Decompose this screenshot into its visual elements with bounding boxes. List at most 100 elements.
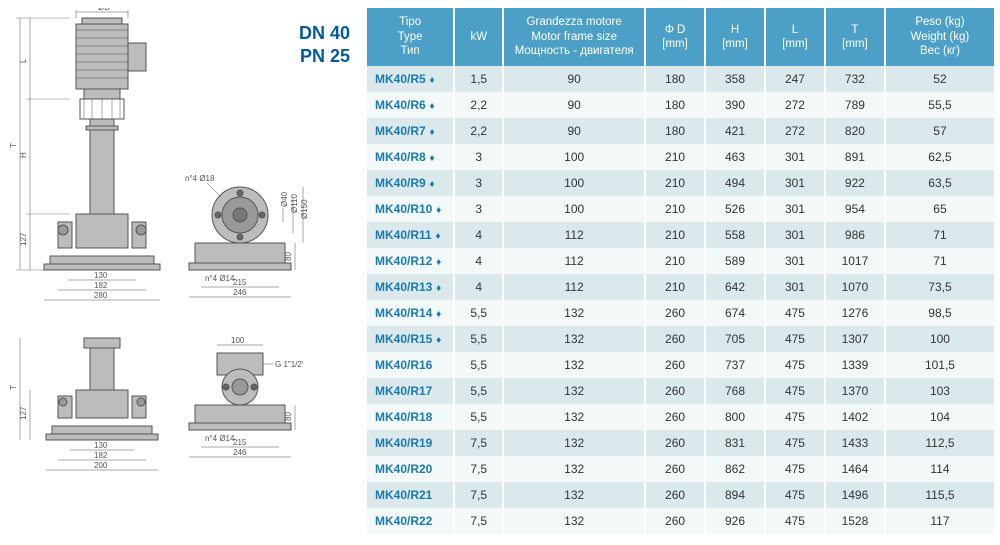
svg-text:215: 215 [233,438,247,447]
cell-h: 862 [705,456,765,482]
diamond-icon: ♦ [427,127,435,138]
table-row: MK40/R15 ♦5,51322607054751307100 [367,326,994,352]
svg-text:182: 182 [94,451,108,460]
cell-kw: 3 [454,144,503,170]
cell-h: 674 [705,300,765,326]
col-header-h: H[mm] [705,8,765,66]
svg-text:n°4 Ø14: n°4 Ø14 [205,274,235,283]
cell-d: 260 [645,430,705,456]
table-row: MK40/R185,51322608004751402104 [367,404,994,430]
cell-kw: 5,5 [454,404,503,430]
cell-type: MK40/R18 [367,404,454,430]
cell-type: MK40/R8 ♦ [367,144,454,170]
cell-t: 986 [825,222,885,248]
cell-kw: 2,2 [454,92,503,118]
cell-t: 1528 [825,508,885,534]
cell-type: MK40/R12 ♦ [367,248,454,274]
col-header-motor: Grandezza motoreMotor frame sizeМощность… [503,8,645,66]
diamond-icon: ♦ [433,257,441,268]
cell-h: 589 [705,248,765,274]
cell-motor: 132 [503,404,645,430]
col-header-d: Φ D[mm] [645,8,705,66]
cell-kw: 1,5 [454,66,503,92]
col-header-kw: kW [454,8,503,66]
svg-text:246: 246 [233,448,247,457]
cell-h: 831 [705,430,765,456]
diamond-icon: ♦ [433,335,441,346]
cell-type: MK40/R22 [367,508,454,534]
cell-type: MK40/R21 [367,482,454,508]
cell-h: 558 [705,222,765,248]
cell-h: 463 [705,144,765,170]
svg-text:130: 130 [94,441,108,450]
col-header-w: Peso (kg)Weight (kg)Вес (кг) [885,8,994,66]
cell-d: 210 [645,274,705,300]
cell-d: 210 [645,144,705,170]
cell-w: 98,5 [885,300,994,326]
cell-w: 103 [885,378,994,404]
cell-d: 210 [645,248,705,274]
cell-h: 358 [705,66,765,92]
cell-t: 1339 [825,352,885,378]
cell-w: 55,5 [885,92,994,118]
cell-motor: 112 [503,222,645,248]
cell-t: 1070 [825,274,885,300]
cell-type: MK40/R16 [367,352,454,378]
cell-t: 1464 [825,456,885,482]
svg-text:Ø40: Ø40 [280,191,289,207]
svg-text:Ø110: Ø110 [290,193,299,213]
svg-text:280: 280 [94,291,108,300]
svg-text:H: H [19,152,28,158]
cell-t: 789 [825,92,885,118]
diamond-icon: ♦ [433,231,441,242]
svg-text:G 1"1/2': G 1"1/2' [275,360,304,369]
svg-text:T: T [10,385,18,390]
cell-type: MK40/R19 [367,430,454,456]
cell-t: 954 [825,196,885,222]
svg-text:246: 246 [233,288,247,297]
svg-text:L: L [19,58,28,63]
cell-l: 475 [765,482,825,508]
cell-w: 100 [885,326,994,352]
cell-t: 1496 [825,482,885,508]
cell-motor: 132 [503,456,645,482]
table-row: MK40/R5 ♦1,59018035824773252 [367,66,994,92]
right-panel: TipoTypeТипkWGrandezza motoreMotor frame… [365,0,1000,545]
cell-l: 301 [765,222,825,248]
cell-type: MK40/R7 ♦ [367,118,454,144]
table-row: MK40/R207,51322608624751464114 [367,456,994,482]
cell-d: 180 [645,92,705,118]
table-row: MK40/R217,51322608944751496115,5 [367,482,994,508]
cell-h: 768 [705,378,765,404]
table-row: MK40/R6 ♦2,29018039027278955,5 [367,92,994,118]
diamond-icon: ♦ [427,153,435,164]
table-row: MK40/R165,51322607374751339101,5 [367,352,994,378]
cell-h: 421 [705,118,765,144]
cell-motor: 132 [503,482,645,508]
svg-text:80: 80 [284,412,293,421]
col-header-t: T[mm] [825,8,885,66]
cell-w: 71 [885,248,994,274]
cell-kw: 4 [454,248,503,274]
svg-text:182: 182 [94,281,108,290]
svg-text:n°4 Ø18: n°4 Ø18 [185,174,215,183]
cell-motor: 90 [503,118,645,144]
cell-type: MK40/R5 ♦ [367,66,454,92]
cell-l: 475 [765,508,825,534]
table-row: MK40/R10 ♦310021052630195465 [367,196,994,222]
table-row: MK40/R11 ♦411221055830198671 [367,222,994,248]
cell-w: 65 [885,196,994,222]
cell-motor: 132 [503,378,645,404]
cell-motor: 132 [503,352,645,378]
cell-d: 210 [645,196,705,222]
cell-t: 1017 [825,248,885,274]
cell-l: 272 [765,92,825,118]
cell-l: 475 [765,404,825,430]
cell-w: 115,5 [885,482,994,508]
diamond-icon: ♦ [427,75,435,86]
cell-l: 247 [765,66,825,92]
cell-l: 475 [765,456,825,482]
table-row: MK40/R175,51322607684751370103 [367,378,994,404]
table-row: MK40/R12 ♦4112210589301101771 [367,248,994,274]
cell-type: MK40/R17 [367,378,454,404]
